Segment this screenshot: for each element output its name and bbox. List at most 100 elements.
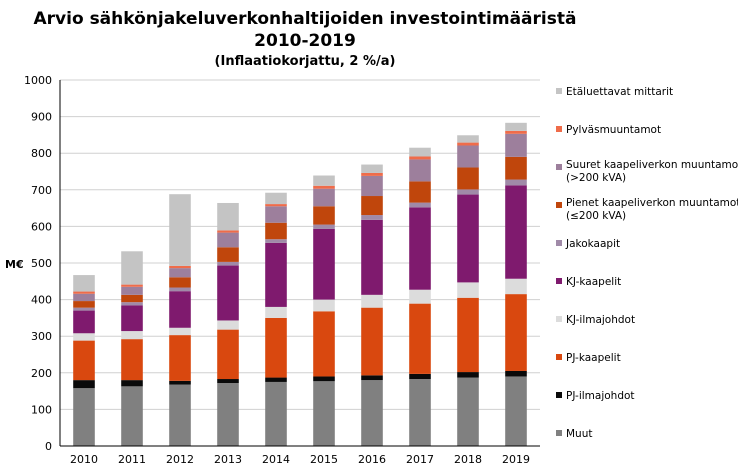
bar-segment-7-2014 <box>265 222 287 240</box>
bar-segment-7-2010 <box>73 301 95 308</box>
legend-label: Etäluettavat mittarit <box>566 86 673 98</box>
legend-item: Jakokaapit <box>556 238 620 250</box>
bar-segment-7-2019 <box>505 156 527 180</box>
bar-segment-2-2016 <box>361 375 383 381</box>
bar-segment-7-2013 <box>217 247 239 262</box>
legend-label-line-2: (>200 kVA) <box>566 172 626 184</box>
bar-segment-4-2011 <box>121 331 143 340</box>
bar-segment-1-2019 <box>505 376 527 446</box>
bar-segment-2-2013 <box>217 379 239 384</box>
bar-segment-5-2010 <box>73 310 95 334</box>
legend-swatch <box>556 316 562 322</box>
y-tick-label: 200 <box>31 367 52 380</box>
bar-segment-8-2014 <box>265 206 287 223</box>
x-tick-label: 2014 <box>262 453 290 466</box>
bar-segment-6-2014 <box>265 239 287 243</box>
bar-segment-10-2013 <box>217 202 239 231</box>
bar-segment-6-2016 <box>361 215 383 220</box>
legend-swatch <box>556 354 562 360</box>
bar-segment-4-2018 <box>457 282 479 298</box>
bar-segment-3-2018 <box>457 297 479 373</box>
bar-segment-5-2012 <box>169 291 191 328</box>
legend-swatch <box>556 430 562 436</box>
bar-segment-3-2014 <box>265 317 287 378</box>
legend-label: KJ-kaapelit <box>566 276 621 288</box>
legend-label: Jakokaapit <box>565 238 620 250</box>
bar-segment-10-2015 <box>313 175 335 186</box>
bar-segment-5-2013 <box>217 265 239 321</box>
bar-segment-8-2012 <box>169 268 191 278</box>
bar-segment-5-2019 <box>505 185 527 279</box>
legend-item: Muut <box>556 428 593 440</box>
y-axis-label: M€ <box>5 258 24 271</box>
y-tick-label: 800 <box>31 147 52 160</box>
bar-segment-2-2019 <box>505 370 527 377</box>
bar-segment-9-2018 <box>457 142 479 146</box>
legend-label-line-2: (≤200 kVA) <box>566 210 626 222</box>
bar-segment-6-2011 <box>121 302 143 306</box>
x-tick-label: 2010 <box>70 453 98 466</box>
y-tick-label: 600 <box>31 220 52 233</box>
bar-segment-2-2018 <box>457 372 479 378</box>
bar-segment-4-2016 <box>361 294 383 308</box>
legend-swatch <box>556 202 562 208</box>
bar-segment-4-2019 <box>505 278 527 295</box>
x-tick-label: 2018 <box>454 453 482 466</box>
legend-item: Suuret kaapeliverkon muuntamot(>200 kVA) <box>556 159 738 184</box>
bar-segment-3-2017 <box>409 303 431 374</box>
legend-label: Muut <box>566 428 593 440</box>
legend-swatch <box>556 126 562 132</box>
legend-item: PJ-kaapelit <box>556 352 621 364</box>
y-tick-label: 500 <box>31 257 52 270</box>
x-tick-labels: 2010 2011 2012 2013 2014 2015 2016 2017 2018 2019 <box>70 453 530 466</box>
legend-item: KJ-kaapelit <box>556 276 621 288</box>
bar-segment-3-2019 <box>505 294 527 371</box>
bar-segment-9-2015 <box>313 185 335 189</box>
bar-segment-5-2018 <box>457 194 479 283</box>
bar-segment-2-2010 <box>73 380 95 389</box>
bar-segment-6-2019 <box>505 179 527 186</box>
bar-segment-2-2017 <box>409 373 431 380</box>
bar-segment-6-2012 <box>169 287 191 292</box>
bar-segment-4-2013 <box>217 320 239 330</box>
bar-segment-1-2018 <box>457 377 479 446</box>
bar-segment-2-2011 <box>121 380 143 387</box>
x-tick-label: 2011 <box>118 453 146 466</box>
legend-swatch <box>556 164 562 170</box>
bar-segment-3-2015 <box>313 311 335 377</box>
bar-segment-9-2017 <box>409 156 431 160</box>
legend-item: Pylväsmuuntamot <box>556 124 661 136</box>
legend-swatch <box>556 88 562 94</box>
x-tick-label: 2019 <box>502 453 530 466</box>
bar-segment-10-2011 <box>121 251 143 285</box>
bar-segment-3-2016 <box>361 307 383 376</box>
x-tick-label: 2012 <box>166 453 194 466</box>
bar-segment-4-2014 <box>265 306 287 318</box>
bar-segment-9-2012 <box>169 265 191 269</box>
bar-segment-10-2016 <box>361 164 383 173</box>
bar-segment-10-2019 <box>505 122 527 131</box>
bar-segment-10-2012 <box>169 194 191 266</box>
legend-swatch <box>556 392 562 398</box>
bars <box>73 122 527 446</box>
bar-segment-8-2015 <box>313 188 335 207</box>
bar-segment-3-2012 <box>169 335 191 381</box>
bar-segment-2-2015 <box>313 376 335 382</box>
bar-segment-9-2016 <box>361 172 383 176</box>
bar-segment-9-2010 <box>73 291 95 294</box>
bar-segment-8-2016 <box>361 175 383 197</box>
bar-segment-10-2018 <box>457 135 479 143</box>
x-tick-label: 2017 <box>406 453 434 466</box>
bar-segment-6-2018 <box>457 189 479 195</box>
x-tick-label: 2013 <box>214 453 242 466</box>
bar-segment-1-2011 <box>121 386 143 446</box>
bar-segment-6-2010 <box>73 307 95 311</box>
bar-segment-7-2016 <box>361 196 383 216</box>
legend-item: Pienet kaapeliverkon muuntamot(≤200 kVA) <box>556 197 738 222</box>
y-tick-label: 900 <box>31 111 52 124</box>
legend-label: PJ-ilmajohdot <box>566 390 635 402</box>
legend-label: Pienet kaapeliverkon muuntamot <box>566 197 738 209</box>
bar-segment-6-2013 <box>217 261 239 266</box>
y-tick-label: 100 <box>31 403 52 416</box>
